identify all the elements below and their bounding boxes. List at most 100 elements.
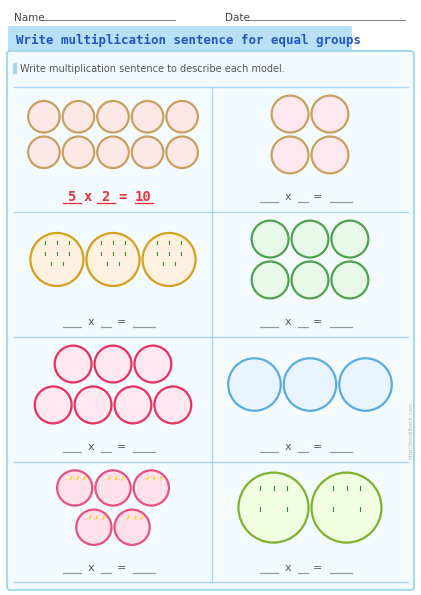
- FancyBboxPatch shape: [271, 271, 282, 276]
- Ellipse shape: [333, 121, 340, 123]
- Ellipse shape: [82, 408, 90, 414]
- Circle shape: [158, 265, 168, 274]
- Circle shape: [61, 409, 64, 412]
- Circle shape: [57, 398, 60, 400]
- Ellipse shape: [360, 486, 365, 488]
- Circle shape: [176, 115, 179, 118]
- Circle shape: [280, 511, 294, 525]
- Circle shape: [141, 151, 144, 154]
- Circle shape: [157, 357, 160, 360]
- Ellipse shape: [281, 158, 287, 162]
- FancyBboxPatch shape: [298, 244, 309, 248]
- Ellipse shape: [129, 521, 135, 525]
- Circle shape: [139, 112, 147, 121]
- Circle shape: [143, 233, 196, 286]
- Ellipse shape: [334, 507, 338, 509]
- Text: =: =: [313, 192, 322, 202]
- Circle shape: [37, 151, 41, 154]
- Circle shape: [97, 409, 99, 412]
- Ellipse shape: [287, 156, 293, 158]
- Circle shape: [35, 112, 44, 121]
- Circle shape: [182, 112, 191, 121]
- Ellipse shape: [360, 373, 371, 378]
- Ellipse shape: [320, 118, 326, 121]
- Ellipse shape: [176, 408, 184, 414]
- Ellipse shape: [320, 148, 326, 152]
- Ellipse shape: [360, 388, 371, 393]
- Ellipse shape: [141, 356, 149, 361]
- Ellipse shape: [295, 373, 306, 378]
- Ellipse shape: [293, 110, 300, 112]
- Circle shape: [141, 115, 144, 118]
- Circle shape: [125, 518, 130, 522]
- Circle shape: [152, 244, 162, 253]
- Circle shape: [57, 409, 60, 412]
- Circle shape: [312, 136, 349, 173]
- Circle shape: [96, 470, 131, 506]
- Circle shape: [67, 357, 69, 360]
- FancyBboxPatch shape: [351, 237, 362, 242]
- Circle shape: [134, 346, 171, 383]
- Circle shape: [108, 255, 118, 264]
- Text: Date: Date: [225, 13, 250, 23]
- Circle shape: [42, 398, 45, 400]
- Circle shape: [113, 148, 122, 156]
- Ellipse shape: [320, 121, 327, 123]
- Circle shape: [182, 148, 191, 156]
- Circle shape: [74, 479, 79, 483]
- Circle shape: [142, 357, 144, 360]
- Ellipse shape: [288, 507, 292, 509]
- Circle shape: [171, 398, 174, 400]
- Circle shape: [44, 112, 53, 121]
- Circle shape: [101, 409, 104, 412]
- Ellipse shape: [333, 162, 340, 164]
- FancyBboxPatch shape: [298, 284, 309, 289]
- Circle shape: [104, 357, 107, 360]
- Ellipse shape: [136, 521, 142, 525]
- Circle shape: [40, 244, 50, 253]
- FancyBboxPatch shape: [311, 271, 322, 276]
- Ellipse shape: [320, 151, 327, 152]
- Circle shape: [63, 101, 94, 133]
- Ellipse shape: [56, 408, 65, 414]
- Ellipse shape: [65, 481, 71, 486]
- Circle shape: [162, 398, 165, 400]
- Circle shape: [62, 357, 65, 360]
- Circle shape: [108, 244, 118, 253]
- Ellipse shape: [314, 388, 326, 396]
- Circle shape: [54, 398, 57, 400]
- Circle shape: [181, 398, 184, 400]
- Circle shape: [280, 490, 294, 504]
- Circle shape: [132, 518, 136, 522]
- Circle shape: [102, 368, 105, 371]
- Ellipse shape: [281, 118, 287, 121]
- Ellipse shape: [320, 158, 326, 162]
- Ellipse shape: [96, 408, 104, 414]
- Circle shape: [97, 398, 99, 400]
- Circle shape: [82, 409, 85, 412]
- Ellipse shape: [280, 121, 287, 123]
- Circle shape: [95, 346, 131, 383]
- Ellipse shape: [121, 396, 130, 402]
- Circle shape: [252, 221, 288, 258]
- Circle shape: [253, 511, 267, 525]
- Circle shape: [120, 244, 130, 253]
- Circle shape: [176, 151, 179, 154]
- Text: 5: 5: [67, 190, 75, 204]
- Circle shape: [151, 115, 154, 118]
- Text: x: x: [84, 190, 92, 204]
- Ellipse shape: [261, 486, 265, 488]
- Circle shape: [179, 409, 181, 412]
- Ellipse shape: [326, 115, 333, 117]
- Circle shape: [139, 398, 141, 400]
- Ellipse shape: [350, 373, 361, 378]
- FancyBboxPatch shape: [258, 244, 269, 248]
- Circle shape: [164, 255, 174, 264]
- Ellipse shape: [258, 388, 270, 396]
- Ellipse shape: [136, 396, 144, 402]
- Circle shape: [122, 409, 125, 412]
- Ellipse shape: [249, 373, 260, 378]
- Circle shape: [326, 511, 340, 525]
- Ellipse shape: [98, 521, 104, 525]
- Circle shape: [79, 112, 88, 121]
